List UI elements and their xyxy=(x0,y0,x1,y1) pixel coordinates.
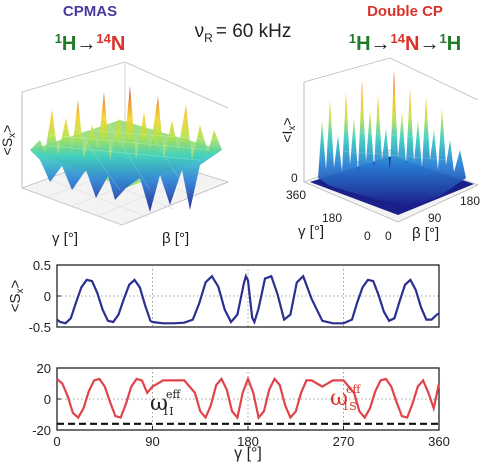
double-cp-title: Double CP xyxy=(367,3,443,20)
x-tick-label: 270 xyxy=(333,434,355,449)
y-tick-label: -0.5 xyxy=(29,320,51,335)
x-tick-label: 180 xyxy=(237,434,259,449)
x-tick-label: 360 xyxy=(428,434,450,449)
spinning-rate-label: νR = 60 kHz xyxy=(195,21,292,45)
omega-xlabel: γ [°] xyxy=(234,445,262,462)
cpmas-formula: 1H→14N xyxy=(55,31,126,55)
sx-series-line xyxy=(56,273,440,325)
omega-1i-annotation: ωeff 1I xyxy=(150,388,181,418)
omega-eff-line-chart: 200-20 0 90 180 270 360 ωeff 1I ωeff 1S γ [°] xyxy=(32,361,450,462)
y-tick-label: 0 xyxy=(44,392,51,407)
double-cp-formula: 1H→14N→1H xyxy=(349,31,461,55)
surface-right-ylabel: β [°] xyxy=(412,225,439,242)
surface-right-ytick: 180 xyxy=(460,194,480,208)
y-tick-label: 0.5 xyxy=(33,258,51,273)
y-tick-label: 20 xyxy=(37,361,51,376)
surface-right-zlabel: <Ix> xyxy=(279,117,298,142)
surface-left-xlabel: γ [°] xyxy=(52,230,78,247)
y-tick-label: 0 xyxy=(44,289,51,304)
surface-right-ytick: 90 xyxy=(428,211,442,225)
y-tick-label: -20 xyxy=(32,423,51,438)
cpmas-title: CPMAS xyxy=(63,3,117,20)
x-tick-label: 90 xyxy=(145,434,159,449)
x-tick-label: 0 xyxy=(53,434,60,449)
surface-right-xlabel: γ [°] xyxy=(298,223,324,240)
surface-right-xtick: 180 xyxy=(322,211,342,225)
surface-left-ylabel: β [°] xyxy=(162,230,189,247)
surface-right-xtick: 360 xyxy=(286,188,306,202)
surface-plot-double-cp: <Ix> 0 360 180 0 0 90 180 γ [°] β [°] xyxy=(279,57,480,243)
surface-right-xtick: 0 xyxy=(364,229,371,243)
sx-line-chart: 0.5 0 -0.5 <Sx> xyxy=(7,258,440,335)
surface-right-ytick: 0 xyxy=(385,229,392,243)
omega-1s-annotation: ωeff 1S xyxy=(330,383,361,413)
surface-left-zlabel: <Sx> xyxy=(0,125,18,156)
surface-right-ztick-0: 0 xyxy=(291,171,298,185)
sx-ylabel: <Sx> xyxy=(7,280,26,313)
omega-1s-series-line xyxy=(56,375,441,421)
surface-plot-cpmas: <Sx> γ [°] β [°] xyxy=(0,61,230,247)
